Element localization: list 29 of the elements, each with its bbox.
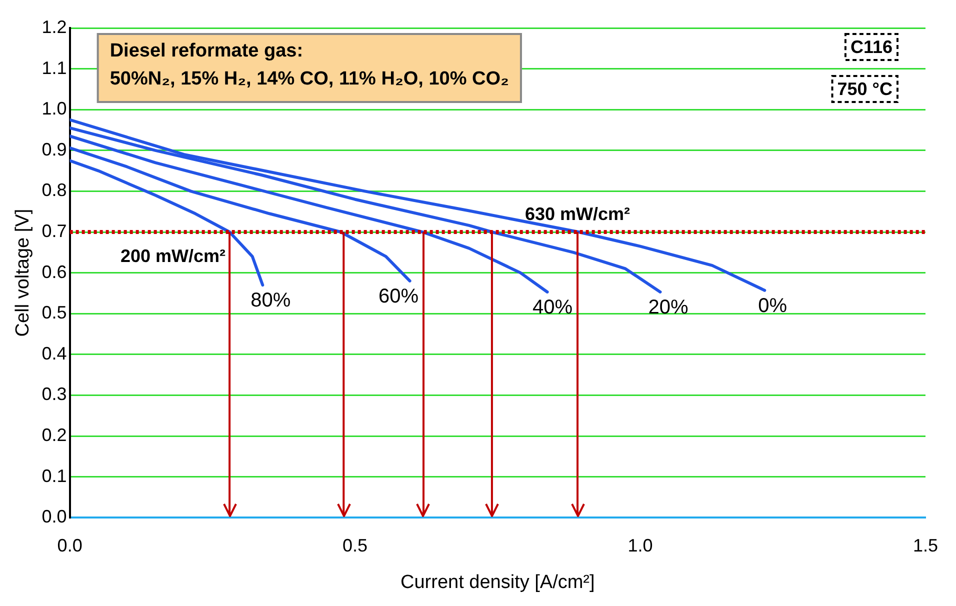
x-tick-label: 1.0: [628, 535, 653, 556]
series-label: 60%: [378, 285, 419, 308]
series-label: 0%: [758, 294, 788, 317]
x-axis-title: Current density [A/cm²]: [400, 572, 595, 593]
y-tick-label: 0.9: [42, 139, 67, 160]
y-tick-label: 0.8: [42, 180, 67, 200]
y-tick-label: 0.7: [42, 220, 67, 241]
y-tick-label: 1.2: [42, 16, 67, 37]
y-tick-label: 0.6: [42, 262, 67, 282]
series-label: 40%: [532, 296, 573, 318]
y-tick-label: 0.2: [42, 424, 67, 445]
annotation: C116: [850, 36, 892, 57]
x-tick-label: 0.0: [57, 535, 82, 556]
annotation: 630 mW/cm²: [524, 204, 630, 224]
y-tick-label: 1.0: [42, 98, 67, 119]
y-tick-label: 1.1: [42, 58, 67, 78]
series-label: 80%: [250, 290, 291, 312]
y-tick-label: 0.3: [42, 384, 67, 404]
series-label: 20%: [648, 296, 688, 318]
y-tick-label: 0.0: [42, 506, 67, 527]
y-tick-label: 0.1: [42, 466, 67, 486]
y-tick-label: 0.5: [42, 302, 67, 323]
annotation: 750 °C: [837, 78, 892, 99]
annotation: Diesel reformate gas: 50%N₂, 15% H₂, 14% CO, 11% H₂O, 10% CO₂: [110, 40, 509, 90]
y-axis-title: Cell voltage [V]: [12, 208, 34, 337]
annotation: 200 mW/cm²: [120, 246, 226, 266]
x-tick-label: 1.5: [912, 535, 938, 556]
x-tick-label: 0.5: [342, 535, 368, 556]
y-tick-label: 0.4: [42, 343, 67, 364]
